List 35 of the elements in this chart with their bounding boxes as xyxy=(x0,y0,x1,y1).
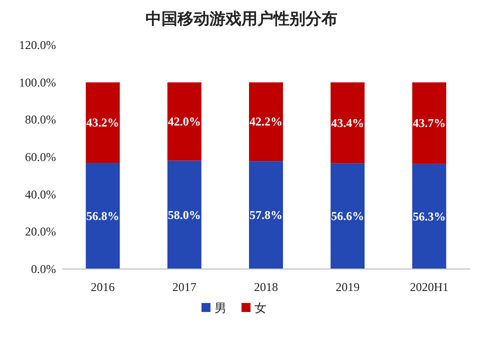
x-tick-label: 2016 xyxy=(90,280,115,294)
y-tick-label: 20.0% xyxy=(25,224,56,239)
x-tick-label: 2020H1 xyxy=(410,280,449,294)
bar xyxy=(330,163,365,269)
data-label: 56.3% xyxy=(412,209,446,224)
data-label: 56.8% xyxy=(86,208,120,223)
y-tick-label: 120.0% xyxy=(19,38,56,52)
data-label: 56.6% xyxy=(331,209,364,224)
bar xyxy=(412,82,446,164)
data-label: 58.0% xyxy=(168,208,201,222)
data-label: 43.7% xyxy=(412,116,446,130)
bar xyxy=(86,82,120,163)
bar xyxy=(249,161,283,269)
y-tick-label: 60.0% xyxy=(25,150,56,164)
data-label: 57.8% xyxy=(250,208,282,222)
legend-label: 女 xyxy=(254,301,266,315)
bar xyxy=(249,82,283,162)
bar xyxy=(412,164,446,269)
x-tick-label: 2019 xyxy=(336,280,360,294)
y-tick-label: 80.0% xyxy=(25,112,56,127)
legend-label: 男 xyxy=(214,301,226,315)
data-label: 43.2% xyxy=(86,116,120,130)
data-label: 42.0% xyxy=(168,114,201,129)
y-tick-label: 0.0% xyxy=(31,262,56,276)
x-tick-label: 2017 xyxy=(172,280,196,294)
data-label: 42.2% xyxy=(250,114,282,129)
bar xyxy=(86,162,120,269)
x-tick-label: 2018 xyxy=(254,280,278,294)
chart-title: 中国移动游戏用户性别分布 xyxy=(146,10,338,28)
bar xyxy=(167,82,202,161)
y-tick-label: 100.0% xyxy=(19,75,56,90)
data-label: 43.4% xyxy=(331,116,364,130)
y-tick-label: 40.0% xyxy=(25,187,56,202)
bar xyxy=(330,82,365,164)
bar xyxy=(167,160,202,269)
